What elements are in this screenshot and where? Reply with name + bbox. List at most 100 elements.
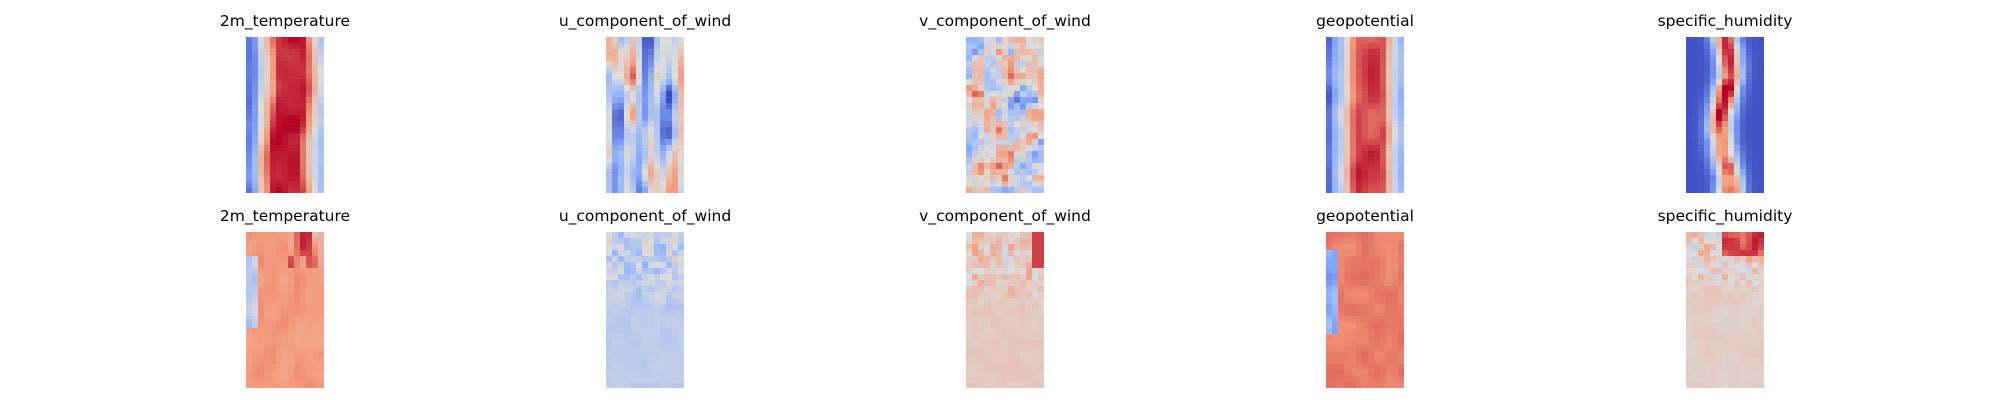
heatmap-cell — [1026, 91, 1033, 98]
heatmap-cell — [288, 61, 295, 68]
heatmap-cell — [258, 304, 265, 311]
heatmap-cell — [672, 382, 679, 388]
heatmap-cell — [318, 340, 324, 347]
heatmap-cell — [606, 340, 613, 347]
heatmap-cell — [1734, 382, 1741, 388]
heatmap-cell — [1020, 340, 1027, 347]
heatmap-cell — [1710, 334, 1717, 341]
heatmap-cell — [1338, 340, 1345, 347]
heatmap-cell — [1722, 358, 1729, 365]
heatmap-cell — [1758, 382, 1764, 388]
heatmap-cell — [1332, 49, 1339, 56]
heatmap-cell — [1728, 328, 1735, 335]
heatmap-cell — [672, 145, 679, 152]
heatmap-cell — [606, 232, 613, 239]
heatmap-cell — [606, 292, 613, 299]
heatmap-cell — [1746, 115, 1753, 122]
heatmap-cell — [1002, 322, 1009, 329]
heatmap-cell — [1734, 115, 1741, 122]
heatmap-cell — [630, 340, 637, 347]
heatmap-cell — [636, 139, 643, 146]
heatmap-cell — [1326, 316, 1333, 323]
heatmap-cell — [1326, 49, 1333, 56]
heatmap-cell — [246, 163, 253, 170]
heatmap-cell — [966, 67, 973, 74]
heatmap-cell — [1722, 316, 1729, 323]
heatmap-cell — [1356, 268, 1363, 275]
heatmap-cell — [630, 67, 637, 74]
heatmap-cell — [1026, 238, 1033, 245]
heatmap-cell — [264, 175, 271, 182]
heatmap-cell — [1020, 250, 1027, 257]
heatmap-cell — [606, 358, 613, 365]
heatmap-cell — [288, 286, 295, 293]
heatmap-cell — [642, 340, 649, 347]
heatmap-cell — [1374, 115, 1381, 122]
heatmap-cell — [1380, 91, 1387, 98]
heatmap-cell — [300, 157, 307, 164]
heatmap-cell — [1344, 334, 1351, 341]
heatmap-cell — [660, 286, 667, 293]
heatmap-cell — [648, 256, 655, 263]
heatmap-cell — [1746, 256, 1753, 263]
heatmap-cell — [1392, 250, 1399, 257]
heatmap-cell — [642, 115, 649, 122]
heatmap-cell — [1014, 268, 1021, 275]
heatmap-cell — [1734, 109, 1741, 116]
heatmap-cell — [1332, 250, 1339, 257]
heatmap-cell — [246, 145, 253, 152]
heatmap-cell — [678, 250, 684, 257]
heatmap-cell — [678, 382, 684, 388]
heatmap-cell — [1716, 286, 1723, 293]
heatmap-cell — [654, 49, 661, 56]
heatmap-cell — [612, 109, 619, 116]
heatmap-cell — [312, 250, 319, 257]
heatmap-cell — [1350, 328, 1357, 335]
heatmap-cell — [1710, 316, 1717, 323]
heatmap-cell — [1368, 139, 1375, 146]
heatmap-cell — [288, 151, 295, 158]
heatmap-cell — [660, 316, 667, 323]
heatmap-cell — [1698, 250, 1705, 257]
heatmap-cell — [1362, 145, 1369, 152]
heatmap-cell — [660, 109, 667, 116]
heatmap-cell — [660, 55, 667, 62]
heatmap-cell — [1386, 280, 1393, 287]
heatmap-cell — [1728, 304, 1735, 311]
heatmap-cell — [678, 376, 684, 383]
heatmap-cell — [1032, 145, 1039, 152]
heatmap-cell — [1734, 262, 1741, 269]
heatmap-cell — [1722, 55, 1729, 62]
heatmap-cell — [318, 127, 324, 134]
heatmap-cell — [1380, 97, 1387, 104]
heatmap-cell — [1002, 304, 1009, 311]
heatmap-cell — [312, 334, 319, 341]
heatmap-cell — [1326, 169, 1333, 176]
heatmap-cell — [966, 232, 973, 239]
heatmap-cell — [294, 280, 301, 287]
heatmap-cell — [1020, 175, 1027, 182]
heatmap-cell — [1698, 316, 1705, 323]
heatmap-cell — [1692, 250, 1699, 257]
heatmap-cell — [1386, 352, 1393, 359]
heatmap-cell — [1008, 304, 1015, 311]
heatmap-cell — [606, 151, 613, 158]
heatmap-cell — [1038, 340, 1044, 347]
heatmap-cell — [252, 37, 259, 44]
heatmap-cell — [306, 55, 313, 62]
heatmap-cell — [624, 157, 631, 164]
heatmap-cell — [258, 163, 265, 170]
heatmap-cell — [1326, 340, 1333, 347]
heatmap-cell — [246, 346, 253, 353]
heatmap-cell — [1008, 61, 1015, 68]
heatmap-cell — [618, 376, 625, 383]
heatmap-cell — [1692, 322, 1699, 329]
heatmap-cell — [312, 268, 319, 275]
heatmap-cell — [288, 169, 295, 176]
heatmap-cell — [1752, 61, 1759, 68]
heatmap-cell — [1386, 115, 1393, 122]
heatmap-cell — [1038, 145, 1044, 152]
heatmap-cell — [1716, 97, 1723, 104]
heatmap-cell — [258, 238, 265, 245]
heatmap-cell — [1710, 358, 1717, 365]
